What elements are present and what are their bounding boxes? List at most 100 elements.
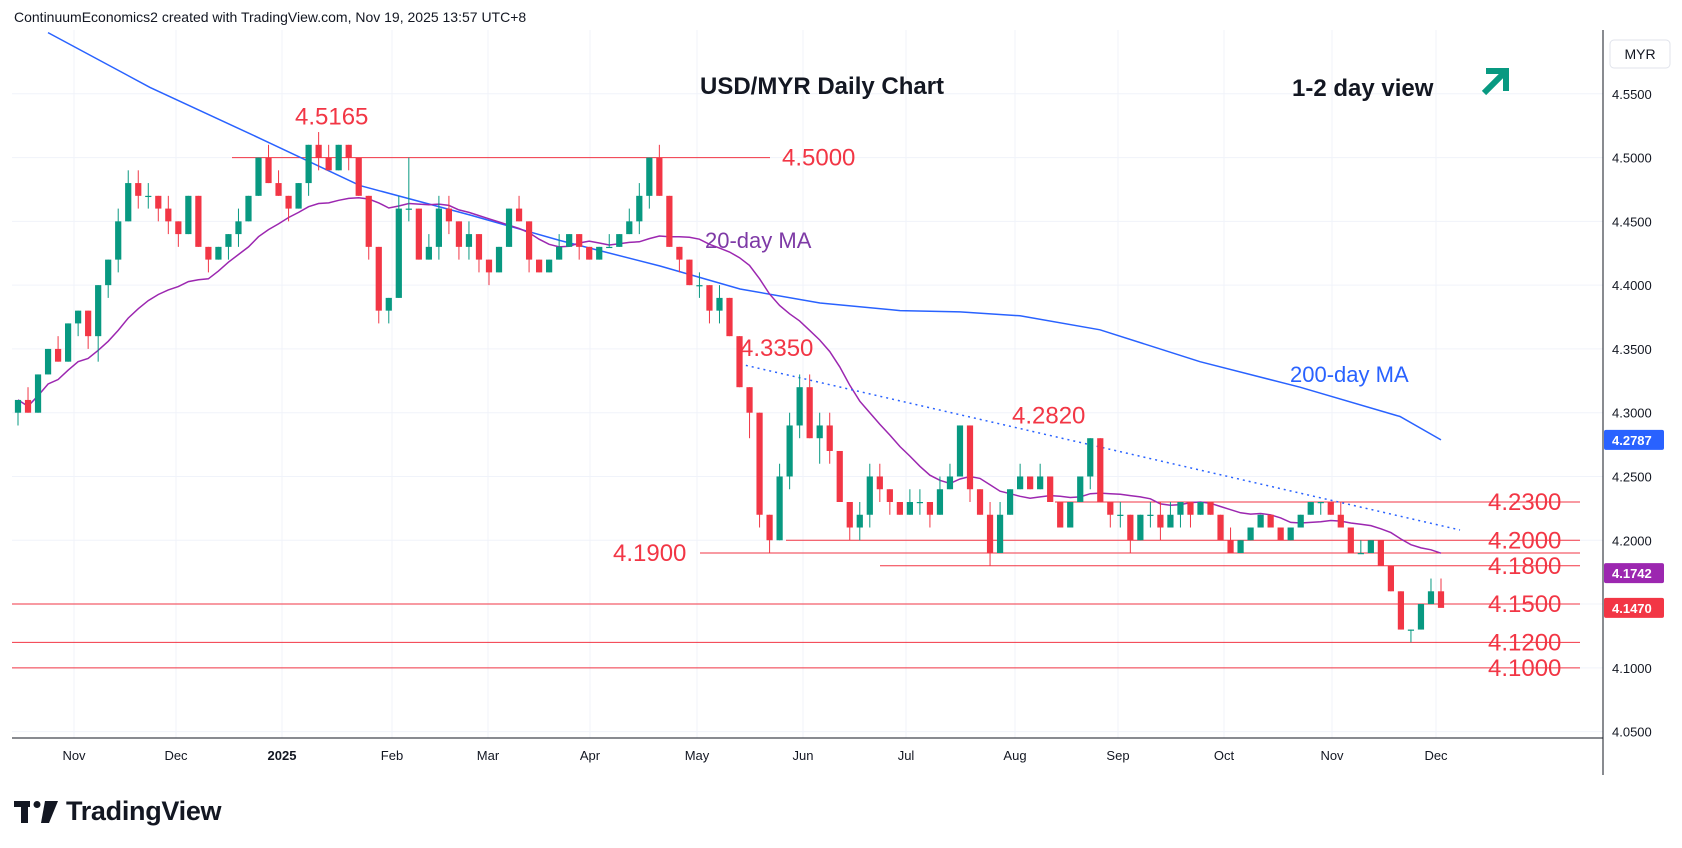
candle-body	[315, 144, 322, 158]
candle-body	[946, 476, 954, 490]
price-badge-label: 4.1470	[1612, 601, 1652, 616]
candle-body	[726, 297, 733, 337]
candle-body	[716, 297, 723, 311]
candle-body	[906, 502, 913, 515]
candles	[14, 132, 1445, 643]
candle-body	[996, 514, 1004, 554]
candle-body	[165, 208, 172, 222]
level-label: 4.5165	[295, 104, 368, 131]
candle-body	[155, 195, 162, 209]
candle-body	[335, 144, 342, 171]
candle-body	[1237, 540, 1244, 554]
price-tick-label: 4.5500	[1612, 87, 1652, 102]
candle-body	[886, 489, 893, 502]
time-tick-label: Nov	[62, 748, 86, 763]
candle-body	[926, 502, 934, 515]
candle-body	[85, 310, 92, 337]
price-badge-label: 4.2787	[1612, 433, 1652, 448]
candle-body	[515, 208, 523, 222]
currency-label: MYR	[1624, 46, 1655, 62]
candle-body	[325, 157, 332, 171]
candle-body	[95, 285, 102, 337]
candle-body	[415, 208, 422, 260]
candle-body	[1327, 502, 1334, 515]
candle-body	[976, 489, 984, 515]
candle-body	[34, 374, 42, 413]
candle-body	[1377, 540, 1384, 566]
price-tick-label: 4.2500	[1612, 469, 1652, 484]
candle-body	[986, 514, 994, 554]
candle-body	[1347, 527, 1354, 554]
price-tick-label: 4.2000	[1612, 533, 1652, 548]
candle-body	[656, 157, 663, 196]
candle-body	[1317, 502, 1324, 504]
tradingview-logo[interactable]: TradingView	[14, 796, 222, 827]
candle-body	[75, 310, 82, 324]
time-tick-label: Mar	[477, 748, 500, 763]
candle-body	[766, 514, 773, 541]
candle-body	[1397, 591, 1405, 630]
level-label: 4.3350	[740, 335, 813, 362]
candle-body	[776, 476, 783, 541]
candle-body	[636, 195, 643, 222]
candle-body	[576, 234, 583, 247]
candle-body	[1077, 476, 1084, 502]
candle-body	[1407, 629, 1415, 631]
candle-body	[1387, 565, 1395, 592]
price-badge	[1604, 597, 1664, 618]
candle-body	[966, 425, 974, 490]
level-label: 4.2300	[1488, 489, 1561, 516]
candle-body	[1227, 540, 1234, 554]
time-tick-label: May	[685, 748, 710, 763]
time-tick-label: Dec	[164, 748, 188, 763]
candle-body	[1157, 514, 1164, 528]
candle-body	[566, 234, 573, 247]
candle-body	[896, 502, 903, 515]
tradingview-logo-icon	[14, 800, 58, 823]
time-tick-label: Feb	[381, 748, 403, 763]
chart-attribution: ContinuumEconomics2 created with Trading…	[14, 9, 527, 25]
candle-body	[1307, 502, 1314, 515]
candle-body	[525, 221, 533, 260]
candle-body	[826, 425, 833, 451]
candle-body	[1177, 502, 1184, 515]
candle-body	[125, 183, 132, 222]
price-tick-label: 4.3500	[1612, 342, 1652, 357]
chart-title: USD/MYR Daily Chart	[700, 73, 944, 100]
candle-body	[1087, 438, 1094, 477]
level-label: 4.1900	[613, 540, 686, 567]
candle-body	[1047, 476, 1054, 502]
candle-body	[1167, 514, 1174, 528]
candle-body	[1277, 527, 1284, 541]
candle-body	[355, 157, 362, 196]
candle-body	[385, 297, 392, 311]
time-tick-label: Nov	[1320, 748, 1344, 763]
time-tick-label: Sep	[1106, 748, 1129, 763]
candle-body	[295, 183, 302, 209]
time-tick-label: Dec	[1424, 748, 1448, 763]
candle-body	[435, 208, 442, 247]
candle-body	[215, 246, 222, 260]
candle-body	[696, 285, 703, 287]
candle-body	[54, 348, 62, 362]
view-label: 1-2 day view	[1292, 75, 1434, 102]
candle-body	[64, 323, 72, 362]
candle-body	[345, 144, 352, 158]
candle-body	[1037, 476, 1044, 490]
candle-body	[24, 399, 32, 413]
candle-body	[646, 157, 653, 196]
candle-body	[1107, 502, 1114, 515]
candle-body	[1207, 502, 1214, 515]
candle-body	[505, 208, 513, 247]
candle-body	[1257, 514, 1264, 528]
candle-body	[686, 259, 693, 286]
candle-body	[806, 387, 813, 439]
candle-body	[816, 425, 823, 439]
candle-body	[425, 246, 432, 260]
candle-body	[375, 246, 382, 311]
candle-body	[956, 425, 964, 477]
arrow-up-icon	[1481, 68, 1509, 96]
price-axis: 4.05004.10004.15004.20004.25004.30004.35…	[1612, 87, 1652, 740]
time-tick-label: 2025	[268, 748, 297, 763]
